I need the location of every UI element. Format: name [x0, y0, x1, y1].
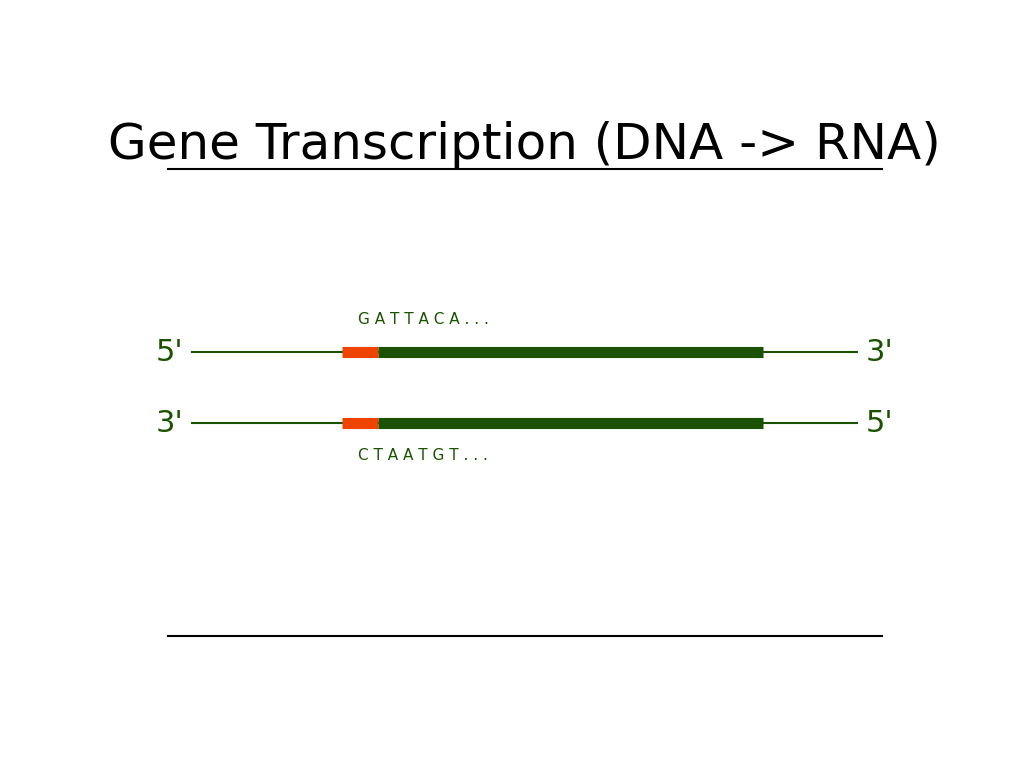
Text: C T A A T G T . . .: C T A A T G T . . .: [358, 449, 488, 463]
Text: 5': 5': [866, 409, 894, 438]
Text: Gene Transcription (DNA -> RNA): Gene Transcription (DNA -> RNA): [109, 121, 941, 170]
Text: 5': 5': [156, 338, 183, 367]
Text: 3': 3': [156, 409, 183, 438]
Text: 3': 3': [866, 338, 894, 367]
Text: G A T T A C A . . .: G A T T A C A . . .: [358, 313, 489, 327]
